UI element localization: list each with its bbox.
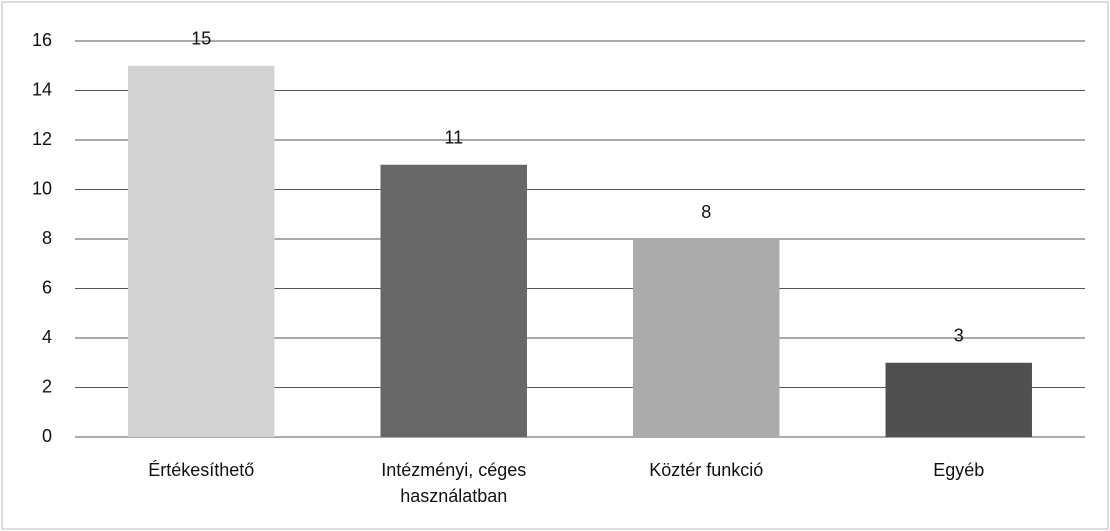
x-tick-label: Értékesíthető bbox=[148, 460, 255, 480]
y-tick-label: 10 bbox=[32, 178, 52, 198]
y-tick-label: 14 bbox=[32, 79, 52, 99]
value-label: 8 bbox=[701, 202, 711, 222]
bar bbox=[380, 164, 527, 437]
value-label: 11 bbox=[444, 128, 463, 148]
bar bbox=[633, 239, 780, 437]
x-tick-label: Intézményi, céges használatban bbox=[381, 460, 527, 506]
y-tick-label: 0 bbox=[42, 426, 52, 446]
y-tick-label: 16 bbox=[32, 30, 52, 50]
value-label: 15 bbox=[191, 29, 211, 49]
y-tick-label: 8 bbox=[42, 228, 52, 248]
bar bbox=[885, 362, 1032, 437]
y-tick-label: 4 bbox=[42, 327, 52, 347]
x-tick-label: Köztér funkció bbox=[649, 460, 764, 480]
x-tick-label: Egyéb bbox=[933, 460, 985, 480]
y-tick-label: 2 bbox=[42, 376, 52, 396]
value-label: 3 bbox=[954, 326, 964, 346]
y-tick-label: 6 bbox=[42, 277, 52, 297]
y-tick-label: 12 bbox=[32, 129, 52, 149]
bar bbox=[128, 65, 275, 437]
